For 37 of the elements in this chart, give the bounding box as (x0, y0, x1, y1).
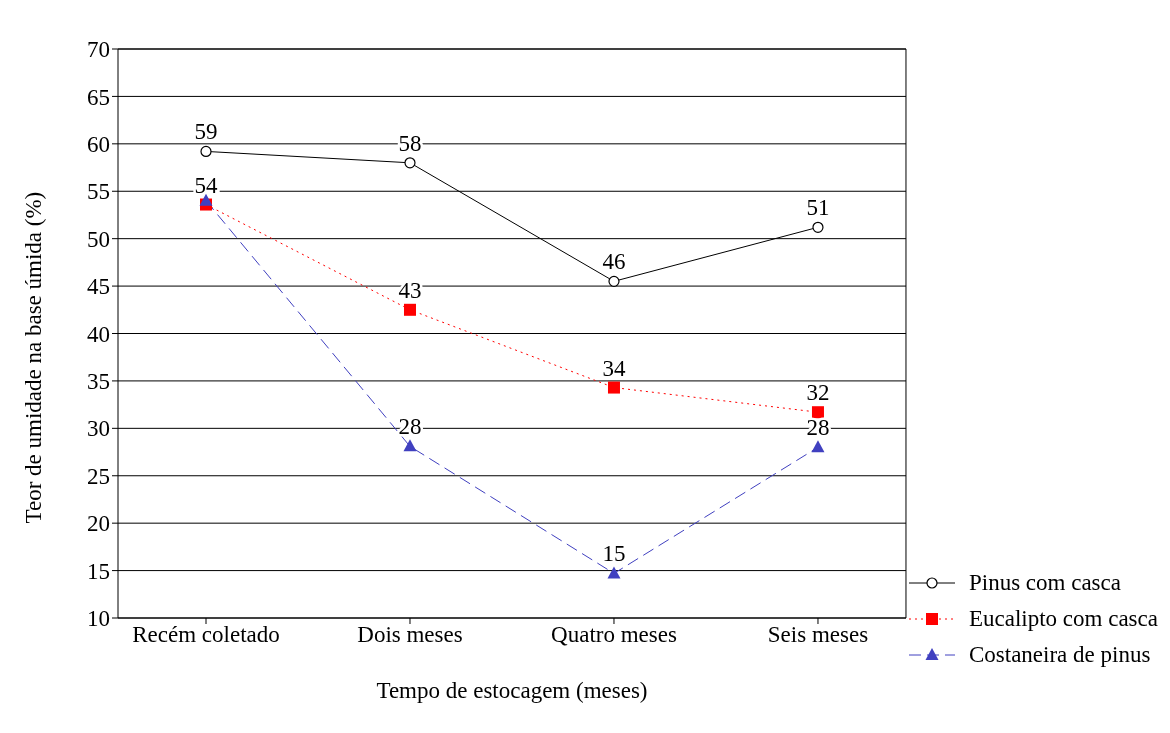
y-tick-label: 20 (87, 511, 110, 537)
y-tick-label: 10 (87, 606, 110, 632)
y-tick-label: 35 (87, 369, 110, 395)
point (812, 221, 824, 233)
x-tick-label: Dois meses (357, 622, 463, 648)
point (608, 275, 620, 287)
y-tick-label: 30 (87, 416, 110, 442)
y-tick-label: 15 (87, 558, 110, 584)
legend-label: Costaneira de pinus (968, 642, 1151, 668)
point (404, 157, 416, 169)
legend-label: Pinus com casca (968, 570, 1121, 596)
data-label: 51 (806, 195, 830, 221)
point (403, 439, 417, 452)
point (607, 566, 621, 579)
y-tick-label: 60 (87, 132, 110, 157)
x-tick-label: Recém coletado (132, 622, 280, 648)
point (811, 440, 825, 453)
y-tick-label: 45 (87, 274, 110, 300)
point (200, 145, 212, 158)
point (607, 381, 620, 394)
data-label: 46 (602, 249, 626, 275)
x-tick-label: Seis meses (767, 622, 869, 648)
y-tick-label: 70 (87, 37, 110, 63)
data-label: 34 (602, 355, 626, 381)
y-tick-label: 65 (87, 84, 110, 110)
y-tick-label: 50 (87, 226, 110, 252)
data-label: 32 (806, 380, 830, 406)
legend-label: Eucalipto com casca (968, 606, 1158, 632)
y-tick-label: 25 (87, 463, 110, 489)
data-label: 59 (194, 119, 218, 145)
point (403, 303, 416, 316)
x-axis-title: Tempo de estocagem (meses) (376, 678, 648, 703)
data-label: 15 (602, 541, 626, 567)
y-tick-label: 55 (87, 179, 110, 205)
x-tick-label: Quatro meses (551, 622, 677, 648)
y-tick-label: 40 (87, 321, 110, 347)
y-axis-title: Teor de umidade na base úmida (%) (21, 191, 47, 524)
